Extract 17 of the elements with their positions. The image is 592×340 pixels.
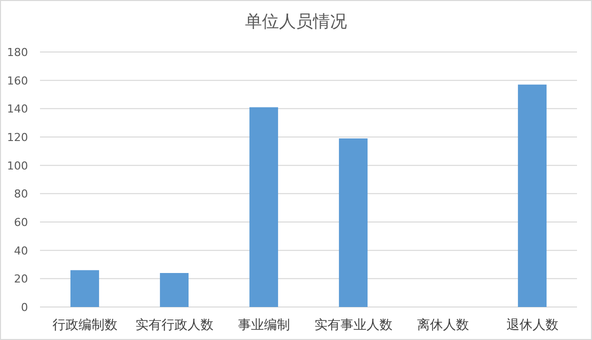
x-tick-label: 退休人数: [506, 318, 558, 333]
y-tick-label: 20: [14, 272, 28, 286]
x-tick-label: 离休人数: [416, 317, 469, 333]
x-tick-label: 实有行政人数: [135, 318, 214, 333]
y-tick-label: 160: [7, 74, 28, 88]
x-tick-label: 实有事业人数: [314, 318, 392, 333]
x-tick-label: 事业编制: [238, 318, 290, 333]
y-tick-label: 140: [7, 102, 28, 116]
y-tick-label: 80: [14, 188, 28, 201]
title: 单位人员情况: [245, 12, 347, 32]
y-tick-label: 120: [7, 131, 28, 144]
x-tick-label: 行政编制数: [52, 318, 118, 333]
y-tick-label: 180: [7, 46, 28, 59]
y-tick-label: 60: [14, 216, 28, 229]
y-tick-label: 40: [14, 244, 28, 258]
y-tick-label: 0: [21, 301, 28, 314]
y-tick-label: 100: [7, 159, 28, 172]
